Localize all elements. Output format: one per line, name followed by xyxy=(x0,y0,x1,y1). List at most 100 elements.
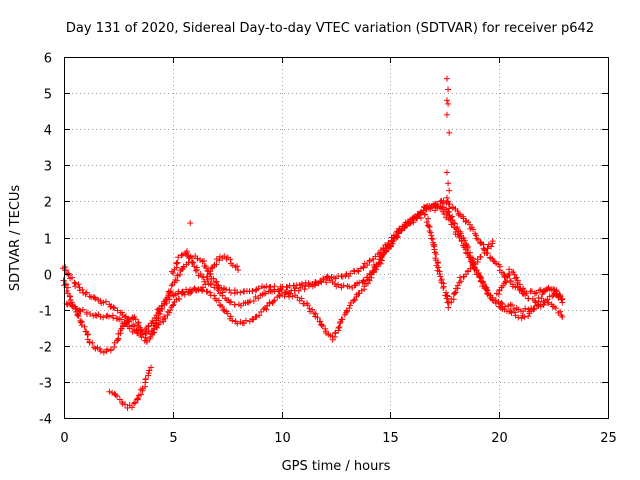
data-point xyxy=(347,270,354,277)
data-point xyxy=(456,274,463,281)
data-point xyxy=(148,364,155,371)
data-point xyxy=(482,283,489,290)
data-point xyxy=(161,300,168,307)
data-point xyxy=(428,235,435,242)
data-point xyxy=(234,263,241,270)
data-point xyxy=(345,273,352,280)
data-point xyxy=(298,295,305,302)
data-point xyxy=(495,291,502,298)
data-point xyxy=(199,287,206,294)
y-tick-label: 3 xyxy=(44,160,52,175)
data-point xyxy=(268,288,275,295)
data-point xyxy=(354,267,361,274)
data-point xyxy=(445,100,452,107)
data-point xyxy=(102,298,109,305)
data-point xyxy=(75,281,82,288)
data-point xyxy=(445,180,452,187)
data-point xyxy=(435,259,442,266)
data-point xyxy=(281,293,288,300)
data-point xyxy=(297,284,304,291)
data-point xyxy=(451,220,458,227)
data-point xyxy=(176,271,183,278)
data-point xyxy=(510,269,517,276)
data-point xyxy=(437,198,444,205)
data-point xyxy=(301,286,308,293)
data-point xyxy=(401,224,408,231)
data-point xyxy=(185,253,192,260)
data-point xyxy=(227,256,234,263)
data-point xyxy=(513,304,520,311)
data-point xyxy=(68,274,75,281)
data-point xyxy=(130,400,137,407)
data-point xyxy=(126,325,133,332)
data-point xyxy=(360,277,367,284)
data-point xyxy=(413,214,420,221)
data-point xyxy=(434,200,441,207)
data-point xyxy=(450,296,457,303)
data-point xyxy=(249,287,256,294)
data-point xyxy=(253,313,260,320)
x-tick-label: 15 xyxy=(382,431,399,446)
data-point xyxy=(142,334,149,341)
data-point xyxy=(229,317,236,324)
data-point xyxy=(339,273,346,280)
data-point xyxy=(215,287,222,294)
data-point xyxy=(271,283,278,290)
data-point xyxy=(289,293,296,300)
data-point xyxy=(295,287,302,294)
data-point xyxy=(489,294,496,301)
data-point xyxy=(509,302,516,309)
y-tick-label: 2 xyxy=(44,196,52,211)
data-point xyxy=(132,399,139,406)
data-point xyxy=(443,169,450,176)
data-point xyxy=(499,282,506,289)
data-point xyxy=(199,258,206,265)
data-point xyxy=(208,281,215,288)
data-point xyxy=(520,290,527,297)
data-point xyxy=(107,303,114,310)
data-point xyxy=(454,282,461,289)
data-point xyxy=(515,314,522,321)
data-point xyxy=(212,279,219,286)
data-point xyxy=(540,301,547,308)
data-point xyxy=(106,313,113,320)
data-point xyxy=(385,240,392,247)
data-point xyxy=(552,305,559,312)
data-point xyxy=(85,331,92,338)
data-point xyxy=(428,203,435,210)
data-point xyxy=(173,260,180,267)
data-point xyxy=(384,241,391,248)
data-point xyxy=(166,296,173,303)
data-point xyxy=(392,233,399,240)
data-point xyxy=(364,262,371,269)
data-point xyxy=(559,299,566,306)
data-point xyxy=(263,283,270,290)
data-point xyxy=(450,219,457,226)
data-point xyxy=(467,254,474,261)
data-point xyxy=(213,278,220,285)
data-point xyxy=(64,284,71,291)
data-point xyxy=(226,299,233,306)
data-point xyxy=(60,277,67,284)
x-tick-label: 20 xyxy=(491,431,508,446)
data-point xyxy=(395,230,402,237)
data-point xyxy=(175,254,182,261)
data-point xyxy=(112,391,119,398)
data-point xyxy=(294,294,301,301)
data-point xyxy=(122,401,129,408)
data-point xyxy=(451,290,458,297)
data-point xyxy=(446,187,453,194)
data-point xyxy=(255,285,262,292)
data-point xyxy=(213,261,220,268)
data-point xyxy=(373,261,380,268)
data-point xyxy=(200,274,207,281)
data-point xyxy=(167,307,174,314)
data-point xyxy=(89,339,96,346)
data-point xyxy=(62,267,69,274)
data-point xyxy=(100,314,107,321)
data-point xyxy=(227,298,234,305)
data-point xyxy=(263,306,270,313)
data-point xyxy=(492,298,499,305)
y-axis-label: SDTVAR / TECUs xyxy=(8,185,23,292)
